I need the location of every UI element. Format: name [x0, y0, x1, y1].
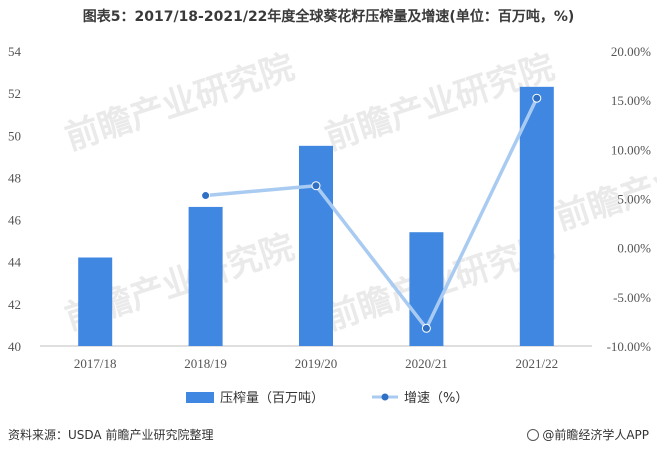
- bar: [519, 86, 554, 347]
- growth-point: [421, 323, 431, 333]
- x-tick-label: 2021/22: [515, 356, 558, 371]
- legend-line-marker: [381, 393, 389, 401]
- left-tick-label: 52: [8, 86, 21, 101]
- legend-bar-swatch: [186, 392, 214, 403]
- bar: [78, 257, 113, 346]
- left-tick-label: 44: [8, 255, 22, 270]
- watermark-text: 前瞻产业研究院: [60, 47, 299, 159]
- left-tick-label: 50: [8, 128, 21, 143]
- bar-series: [78, 86, 554, 347]
- left-axis: 40 42 44 46 48 50 52 54: [8, 44, 22, 354]
- right-tick-label: -5.00%: [613, 290, 651, 305]
- brand-credit: @前瞻经济学人APP: [527, 426, 649, 443]
- brand-logo-icon: [527, 429, 540, 441]
- right-tick-label: 10.00%: [611, 142, 651, 157]
- right-tick-label: 0.00%: [617, 241, 651, 256]
- left-tick-label: 48: [8, 170, 21, 185]
- left-tick-label: 46: [8, 213, 22, 228]
- x-tick-label: 2020/21: [405, 356, 448, 371]
- legend-bar-label: 压榨量（百万吨）: [220, 390, 324, 406]
- x-tick-label: 2019/20: [295, 356, 338, 371]
- x-tick-label: 2018/19: [184, 356, 227, 371]
- bar: [188, 206, 223, 346]
- growth-line: [205, 97, 539, 331]
- right-tick-label: -10.00%: [607, 339, 652, 354]
- growth-point: [311, 181, 321, 191]
- growth-point: [532, 93, 542, 103]
- legend: 压榨量（百万吨） 增速（%）: [186, 390, 468, 406]
- left-tick-label: 54: [8, 44, 22, 59]
- left-tick-label: 40: [8, 339, 21, 354]
- x-axis: 2017/18 2018/19 2019/20 2020/21 2021/22: [74, 356, 558, 371]
- growth-point: [201, 191, 211, 201]
- brand-text: @前瞻经济学人APP: [542, 428, 649, 442]
- legend-line-label: 增速（%）: [404, 391, 468, 406]
- watermark-layer: 前瞻产业研究院前瞻产业研究院前瞻产业研究院前瞻产业研究院前瞻产业研究院: [60, 47, 657, 339]
- source-note: 资料来源：USDA 前瞻产业研究院整理: [8, 428, 214, 442]
- right-axis: -10.00% -5.00% 0.00% 5.00% 10.00% 15.00% 20.00…: [607, 44, 652, 354]
- right-tick-label: 15.00%: [611, 93, 651, 108]
- line-series: [201, 93, 542, 333]
- chart-title: 图表5：2017/18-2021/22年度全球葵花籽压榨量及增速(单位：百万吨，…: [82, 9, 575, 25]
- right-tick-label: 5.00%: [617, 192, 651, 207]
- left-tick-label: 42: [8, 297, 21, 312]
- bar: [299, 145, 333, 346]
- x-tick-label: 2017/18: [74, 356, 117, 371]
- right-tick-label: 20.00%: [611, 44, 651, 59]
